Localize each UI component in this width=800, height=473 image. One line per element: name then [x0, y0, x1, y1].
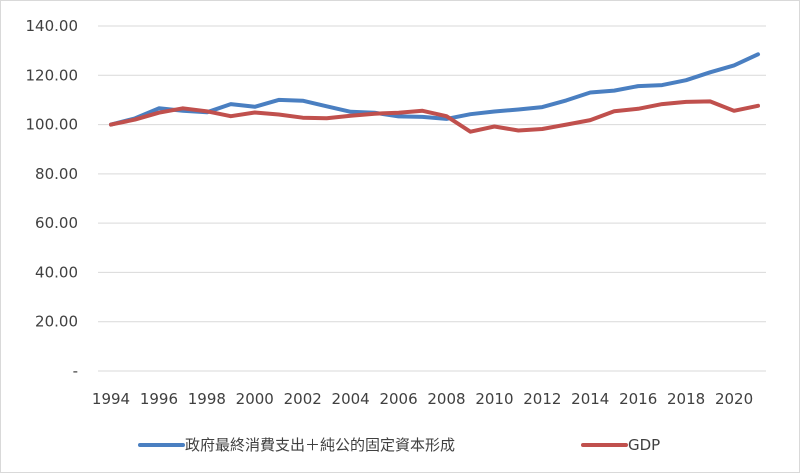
y-tick-label: 20.00: [35, 313, 78, 331]
x-tick-label: 2008: [427, 390, 465, 408]
x-tick-label: 2002: [284, 390, 322, 408]
x-tick-label: 1996: [140, 390, 178, 408]
y-tick-label: 40.00: [35, 263, 78, 281]
gridlines: [98, 25, 766, 323]
legend: 政府最終消費支出＋純公的固定資本形成 GDP: [138, 436, 660, 454]
x-tick-label: 2016: [619, 390, 657, 408]
x-tick-label: 1994: [92, 390, 130, 408]
series-line-2: [109, 99, 760, 134]
x-tick-label: 2010: [475, 390, 513, 408]
legend-item-2: GDP: [581, 436, 660, 454]
legend-item-1: 政府最終消費支出＋純公的固定資本形成: [138, 436, 455, 454]
x-tick-label: 2014: [571, 390, 609, 408]
legend-label: 政府最終消費支出＋純公的固定資本形成: [185, 436, 455, 454]
y-tick-label: 80.00: [35, 165, 78, 183]
x-tick-label: 2004: [332, 390, 370, 408]
x-tick-label: 2020: [715, 390, 753, 408]
x-tick-label: 2000: [236, 390, 274, 408]
y-tick-labels: - 20.00 40.00 60.00 80.00 100.00 120.00 140.00: [26, 17, 79, 380]
x-tick-label: 1998: [188, 390, 226, 408]
series-line-1: [109, 52, 760, 127]
series-lines: [109, 52, 760, 134]
y-tick-label: 120.00: [26, 66, 79, 84]
x-tick-label: 2018: [667, 390, 705, 408]
y-tick-label: 100.00: [26, 116, 79, 134]
legend-label: GDP: [628, 436, 660, 454]
x-tick-label: 2012: [523, 390, 561, 408]
y-tick-label: 60.00: [35, 214, 78, 232]
y-tick-label: 140.00: [26, 17, 79, 35]
y-tick-label: -: [73, 362, 78, 380]
x-tick-label: 2006: [379, 390, 417, 408]
x-tick-labels: 1994 1996 1998 2000 2002 2004 2006 2008 2010 2012…: [92, 390, 753, 408]
